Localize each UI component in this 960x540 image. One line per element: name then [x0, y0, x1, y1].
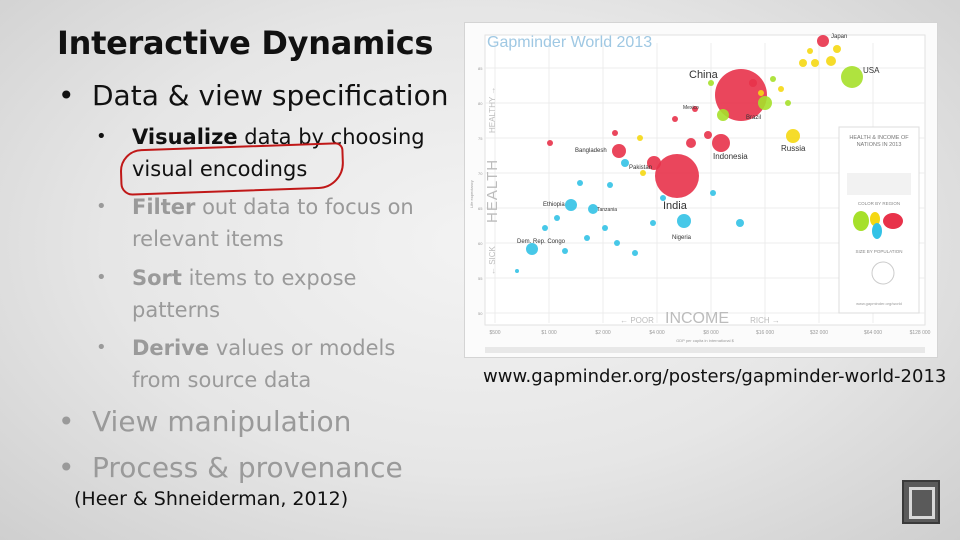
subbullet-lead: Filter	[132, 195, 196, 219]
svg-text:$128 000: $128 000	[910, 330, 931, 336]
bubble-brazil	[758, 96, 772, 110]
y-ticks: 85 80 75 70 65 60 55 50	[478, 66, 483, 316]
bullet-text: Process & provenance	[92, 451, 403, 484]
y-axis-low: ← SICK	[488, 245, 497, 275]
bubble-mexico	[717, 109, 729, 121]
svg-text:$64 000: $64 000	[864, 330, 882, 336]
label-pakistan: Pakistan	[629, 165, 652, 171]
subbullet-rest: items to expose patterns	[132, 266, 357, 322]
university-logo-icon	[902, 480, 940, 524]
hand-drawn-highlight	[119, 142, 345, 196]
gapminder-poster: Gapminder World 2013 HEALTH HEALTHY → ← …	[464, 22, 938, 358]
bullet-list: • Data & view specification • Visualize …	[0, 0, 460, 540]
bullet-dot: •	[58, 451, 75, 484]
svg-text:$1 000: $1 000	[541, 330, 557, 336]
bubble-russia	[786, 129, 800, 143]
legend-size-circle	[871, 261, 895, 285]
label-mexico: Mexico	[683, 105, 699, 111]
svg-text:$2 000: $2 000	[595, 330, 611, 336]
legend-region-label: COLOR BY REGION	[858, 201, 900, 206]
bubble-dem-rep-congo	[526, 243, 538, 255]
slide-title: Interactive Dynamics	[57, 24, 434, 62]
bullet-dot: •	[58, 79, 75, 112]
bubble-nigeria	[677, 214, 691, 228]
subbullet-lead: Sort	[132, 266, 182, 290]
svg-text:$16 000: $16 000	[756, 330, 774, 336]
svg-text:55: 55	[478, 276, 483, 281]
label-tanzania: Tanzania	[597, 207, 617, 213]
legend-site: www.gapminder.org/world	[856, 301, 902, 306]
poster-url: www.gapminder.org/posters/gapminder-worl…	[483, 366, 947, 387]
poster-chart: Gapminder World 2013 HEALTH HEALTHY → ← …	[469, 34, 931, 353]
svg-text:$8 000: $8 000	[703, 330, 719, 336]
subbullet-lead: Visualize	[132, 125, 238, 149]
svg-text:70: 70	[478, 171, 483, 176]
bubble-tanzania	[588, 204, 598, 214]
svg-text:85: 85	[478, 66, 483, 71]
subbullet-rest: data by choosing visual encodings	[132, 125, 425, 181]
label-ethiopia: Ethiopia	[543, 202, 565, 208]
x-axis-high: RICH →	[750, 316, 780, 325]
svg-text:$500: $500	[489, 330, 500, 336]
bubble-pakistan	[647, 156, 661, 170]
bubble-ethiopia	[565, 199, 577, 211]
country-labels: China India USA Japan Russia Brazil Indo…	[517, 34, 880, 245]
subbullet-lead: Derive	[132, 336, 210, 360]
bullet-dot: •	[96, 267, 107, 288]
x-axis-title: INCOME	[665, 310, 729, 327]
svg-text:65: 65	[478, 206, 483, 211]
bullet-dot: •	[96, 196, 107, 217]
poster-legend: HEALTH & INCOME OF NATIONS IN 2013 COLOR…	[838, 126, 920, 314]
y-axis-small-label: Life expectancy	[469, 180, 474, 208]
bullet-dot: •	[58, 405, 75, 438]
subbullet-rest: out data to focus on relevant items	[132, 195, 414, 251]
legend-size-label: SIZE BY POPULATION	[855, 249, 902, 254]
svg-text:$4 000: $4 000	[649, 330, 665, 336]
bullet-dot: •	[96, 337, 107, 358]
bullet-text: View manipulation	[92, 405, 352, 438]
bullet-text: Data & view specification	[92, 79, 449, 112]
label-dem-rep-congo: Dem. Rep. Congo	[517, 239, 566, 245]
bubble-japan	[817, 35, 829, 47]
bubble-bangladesh	[612, 144, 626, 158]
label-brazil: Brazil	[746, 115, 761, 121]
svg-text:80: 80	[478, 101, 483, 106]
label-bangladesh: Bangladesh	[575, 148, 607, 154]
citation: (Heer & Shneiderman, 2012)	[74, 488, 349, 510]
legend-world-map	[853, 211, 903, 239]
x-ticks: $500 $1 000 $2 000 $4 000 $8 000 $16 000…	[489, 330, 930, 336]
svg-text:60: 60	[478, 241, 483, 246]
label-russia: Russia	[781, 144, 806, 153]
y-axis-title: HEALTH	[484, 159, 501, 223]
poster-title: Gapminder World 2013	[487, 34, 652, 51]
svg-text:75: 75	[478, 136, 483, 141]
svg-text:50: 50	[478, 311, 483, 316]
x-axis-small-label: GDP per capita in international $	[676, 338, 735, 343]
label-india: India	[663, 200, 688, 212]
x-axis-low: ← POOR	[620, 316, 654, 325]
subbullet-rest: values or models from source data	[132, 336, 396, 392]
bubble-india	[655, 154, 699, 198]
bullet-dot: •	[96, 126, 107, 147]
label-indonesia: Indonesia	[713, 152, 748, 161]
country-bubbles	[515, 35, 863, 273]
bubble-usa	[841, 66, 863, 88]
poster-footer-text	[485, 347, 925, 353]
legend-title: HEALTH & INCOME OF NATIONS IN 2013	[849, 135, 909, 148]
bubble-indonesia	[712, 134, 730, 152]
y-axis-high: HEALTHY →	[488, 87, 497, 133]
label-usa: USA	[863, 66, 880, 75]
label-china: China	[689, 69, 719, 81]
label-nigeria: Nigeria	[672, 235, 692, 241]
label-japan: Japan	[831, 34, 847, 40]
svg-text:$32 000: $32 000	[810, 330, 828, 336]
